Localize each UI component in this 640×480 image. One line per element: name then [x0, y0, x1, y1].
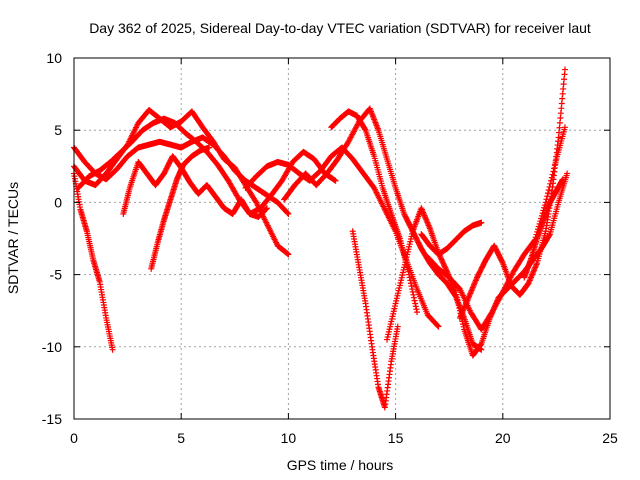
data-point — [452, 288, 459, 295]
data-point — [412, 300, 419, 307]
data-point — [407, 280, 414, 287]
data-point — [478, 219, 485, 226]
data-point — [109, 346, 116, 353]
x-axis-title: GPS time / hours — [287, 457, 394, 473]
series-sat-h — [281, 105, 485, 353]
x-tick-label: 0 — [70, 430, 78, 446]
data-point — [262, 206, 269, 213]
series-sat-d — [71, 134, 292, 217]
y-tick-label: -15 — [42, 411, 62, 427]
x-tick-label: 20 — [495, 430, 511, 446]
x-tick-label: 15 — [388, 430, 404, 446]
data-point — [442, 264, 449, 271]
data-point — [564, 170, 571, 177]
data-point — [455, 299, 462, 306]
x-tick-label: 25 — [602, 430, 618, 446]
data-point — [437, 255, 444, 262]
data-point — [332, 177, 339, 184]
data-point — [394, 323, 401, 330]
data-point — [408, 283, 415, 290]
series-sat-j — [349, 228, 401, 411]
data-point — [442, 266, 449, 273]
data-point — [284, 210, 291, 217]
x-tick-labels: 0 5 10 15 20 25 — [70, 430, 618, 446]
series-sat-f — [148, 144, 213, 272]
data-point — [285, 251, 292, 258]
data-point — [439, 257, 446, 264]
data-point — [559, 176, 566, 183]
series-sat-k — [384, 170, 571, 359]
x-tick-label: 10 — [281, 430, 297, 446]
series-sat-i — [328, 108, 421, 316]
series-sat-l — [418, 219, 485, 258]
data-point — [406, 274, 413, 281]
data-point — [441, 263, 448, 270]
series-sat-n — [456, 66, 568, 321]
data-point — [460, 323, 467, 330]
data-point — [561, 124, 568, 131]
data-point — [459, 321, 466, 328]
data-point — [455, 302, 462, 309]
x-tick-label: 5 — [177, 430, 185, 446]
plot-frame — [73, 57, 611, 420]
data-point — [263, 205, 270, 212]
axis-ticks — [73, 57, 611, 420]
data-point — [409, 288, 416, 295]
data-point — [561, 66, 568, 73]
data-point — [405, 268, 412, 275]
y-tick-labels: -15 -10 -5 0 5 10 — [42, 50, 62, 427]
data-point — [414, 309, 421, 316]
data-point — [499, 258, 506, 265]
data-point — [284, 250, 291, 257]
data-point — [438, 256, 445, 263]
series-sat-o — [521, 176, 566, 281]
data-point — [435, 323, 442, 330]
y-tick-label: -5 — [50, 267, 63, 283]
chart-title: Day 362 of 2025, Sidereal Day-to-day VTE… — [89, 20, 591, 36]
y-tick-label: -10 — [42, 339, 62, 355]
series-sat-a — [71, 170, 116, 353]
data-point — [263, 205, 270, 212]
data-point — [440, 260, 447, 267]
data-point — [434, 322, 441, 329]
data-points — [71, 66, 571, 411]
data-point — [412, 303, 419, 310]
data-point — [477, 341, 484, 348]
y-tick-label: 10 — [46, 50, 62, 66]
data-point — [285, 210, 292, 217]
data-point — [547, 180, 554, 187]
data-point — [440, 262, 447, 269]
y-axis-title: SDTVAR / TECUs — [5, 182, 21, 294]
data-point — [453, 291, 460, 298]
data-point — [544, 190, 551, 197]
data-point — [453, 294, 460, 301]
series-sat-e — [120, 153, 270, 220]
y-tick-label: 0 — [54, 194, 62, 210]
data-point — [439, 259, 446, 266]
data-point — [454, 296, 461, 303]
y-tick-label: 5 — [54, 122, 62, 138]
data-point — [409, 286, 416, 293]
data-point — [206, 144, 213, 151]
data-point — [545, 187, 552, 194]
data-point — [411, 297, 418, 304]
data-point — [406, 271, 413, 278]
data-point — [361, 126, 368, 133]
data-point — [413, 306, 420, 313]
data-point — [546, 232, 553, 239]
data-point — [410, 291, 417, 298]
data-point — [410, 294, 417, 301]
data-point — [407, 277, 414, 284]
data-point — [459, 318, 466, 325]
